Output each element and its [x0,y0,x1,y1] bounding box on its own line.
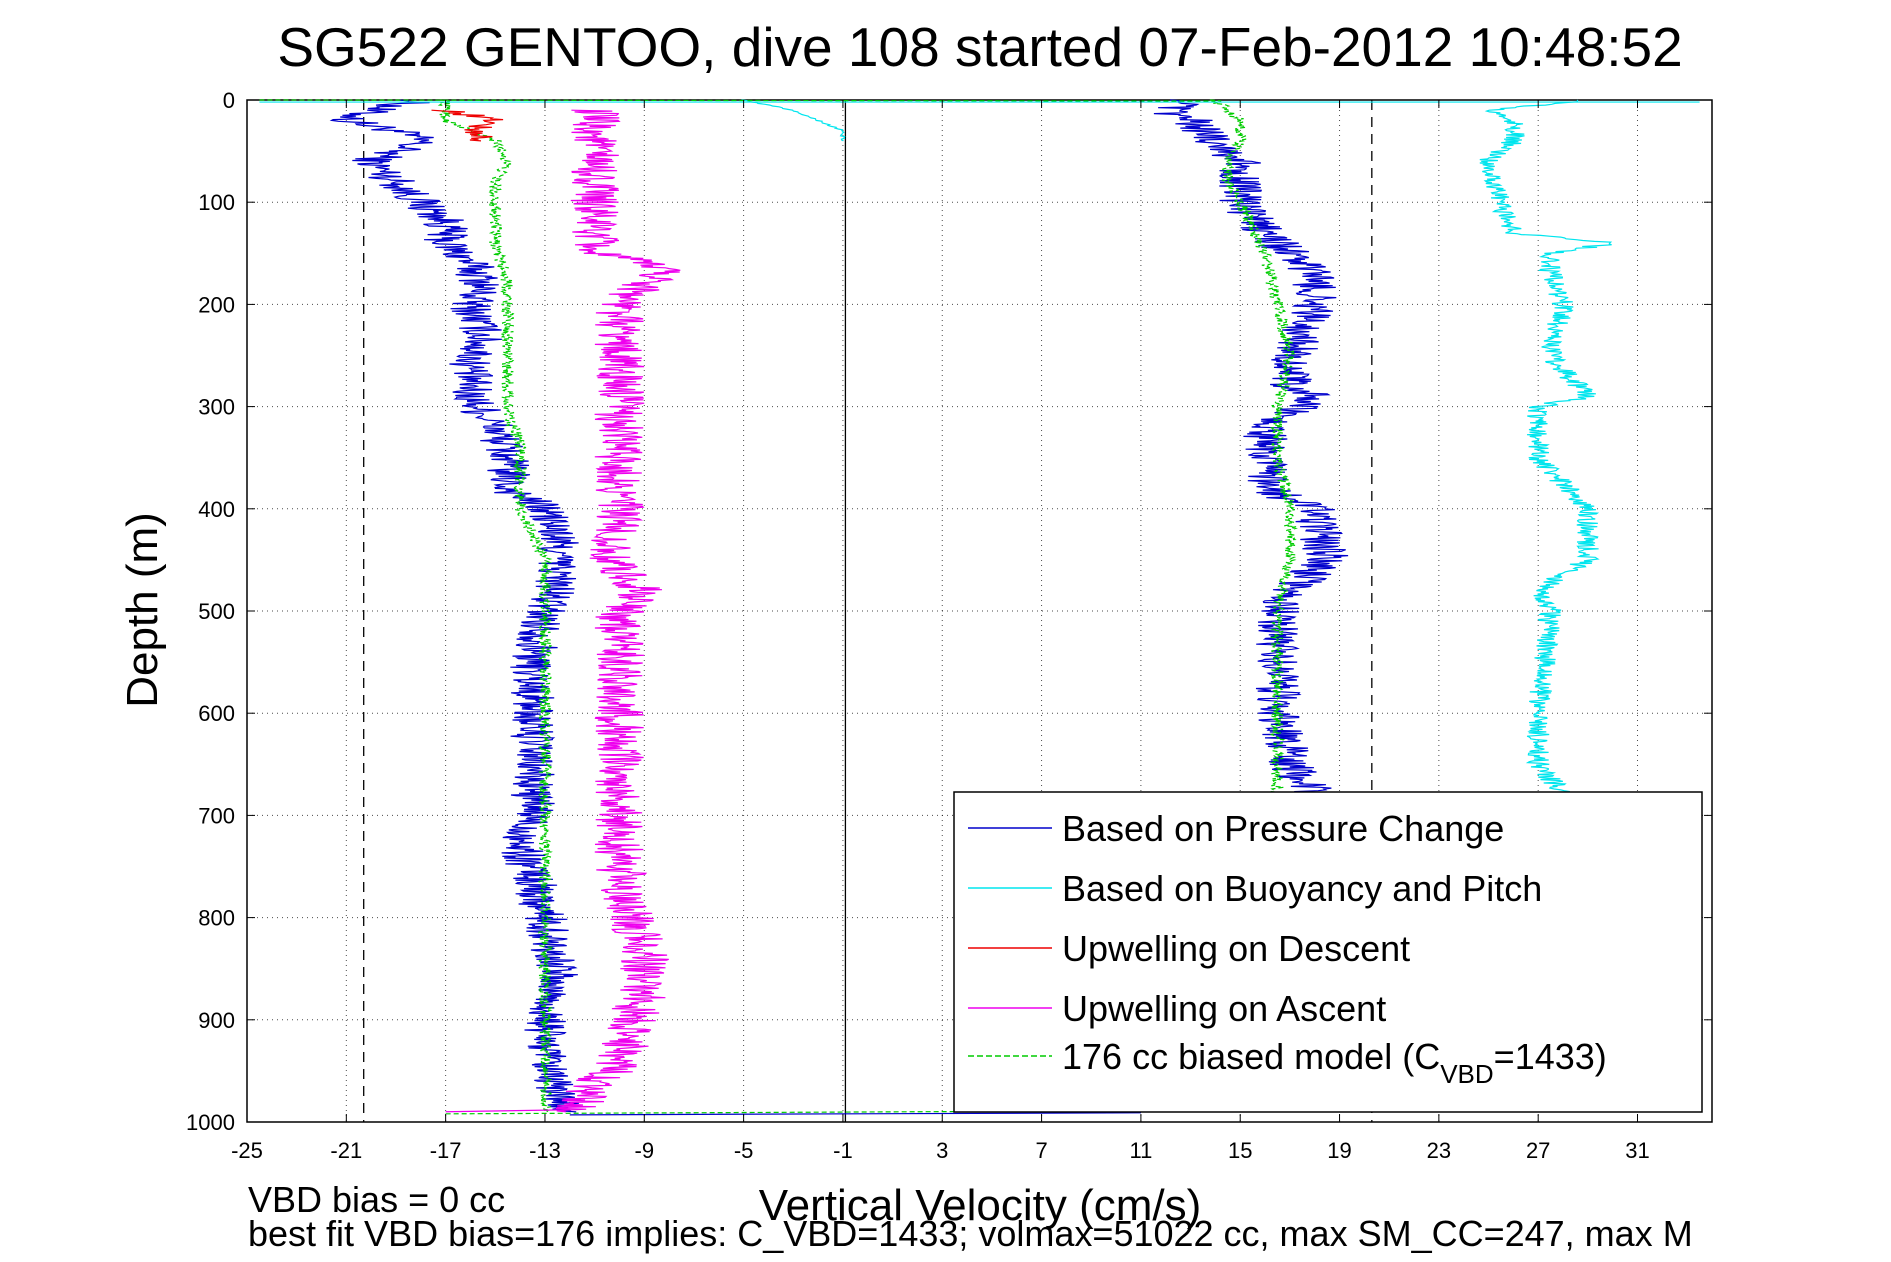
x-tick-label: -9 [635,1138,655,1163]
x-tick-label: 31 [1625,1138,1649,1163]
legend-label-subscript: VBD [1440,1059,1493,1089]
y-tick-label: 300 [198,395,235,420]
x-axis-label: Vertical Velocity (cm/s) [759,1181,1202,1230]
series-pressure-ascent [1153,99,1349,796]
y-tick-label: 400 [198,497,235,522]
annotation-best-fit: best fit VBD bias=176 implies: C_VBD=143… [248,1213,1693,1254]
legend-label-3: Upwelling on Descent [1062,928,1410,969]
y-tick-label: 900 [198,1008,235,1033]
y-axis-label: Depth (m) [118,512,167,708]
legend-label-5: 176 cc biased model (CVBD=1433) [1062,1036,1607,1089]
y-tick-label: 1000 [186,1110,235,1135]
y-tick-label: 700 [198,803,235,828]
legend-label-prefix: 176 cc biased model (C [1062,1036,1440,1077]
y-tick-label: 800 [198,906,235,931]
legend-label-suffix: =1433) [1494,1036,1607,1077]
bottom-line-pressure [569,1112,1141,1116]
legend-label-2: Based on Buoyancy and Pitch [1062,868,1542,909]
series-buoyancy-descent [741,99,846,142]
x-tick-label: -1 [833,1138,853,1163]
x-axis-ticks: -25 -21 -17 -13 -9 -5 -1 3 7 11 15 19 23 27 31 [231,100,1650,1163]
y-tick-label: 100 [198,190,235,215]
y-tick-label: 200 [198,292,235,317]
x-tick-label: 19 [1327,1138,1351,1163]
x-tick-label: -17 [430,1138,462,1163]
y-tick-label: 500 [198,599,235,624]
x-tick-label: -21 [330,1138,362,1163]
y-tick-label: 0 [223,88,235,113]
x-tick-label: -5 [734,1138,754,1163]
legend-label-4: Upwelling on Ascent [1062,988,1386,1029]
surface-line-model [259,99,1216,102]
series-buoyancy-ascent [1479,99,1613,796]
x-tick-label: 23 [1427,1138,1451,1163]
series-model-descent [437,99,554,1113]
x-tick-label: 11 [1129,1138,1152,1163]
x-tick-label: -25 [231,1138,263,1163]
x-tick-label: 3 [936,1138,948,1163]
y-axis-ticks: 0 100 200 300 400 500 600 700 800 900 1000 [186,88,1712,1135]
x-tick-label: 27 [1526,1138,1550,1163]
series-upwelling-ascent [555,109,681,1113]
x-tick-label: 7 [1035,1138,1047,1163]
annotation-vbd-bias: VBD bias = 0 cc [248,1179,505,1220]
x-tick-label: 15 [1228,1138,1252,1163]
series-upwelling-descent [431,109,504,142]
legend-box [953,791,1703,1113]
legend-label-1: Based on Pressure Change [1062,808,1504,849]
chart-title: SG522 GENTOO, dive 108 started 07-Feb-20… [277,16,1682,78]
series-model-ascent [1209,99,1298,796]
bottom-line-ascent [445,1109,570,1113]
x-tick-label: -13 [529,1138,561,1163]
legend: Based on Pressure Change Based on Buoyanc… [953,791,1703,1113]
y-tick-label: 600 [198,701,235,726]
